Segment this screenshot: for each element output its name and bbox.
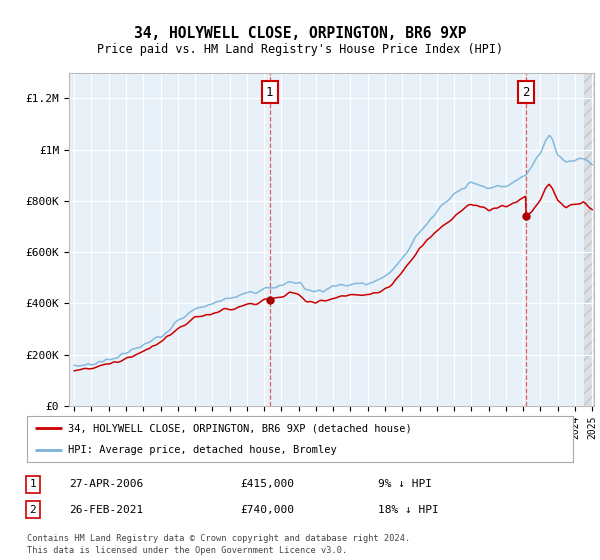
Text: HPI: Average price, detached house, Bromley: HPI: Average price, detached house, Brom…: [68, 445, 337, 455]
Text: £415,000: £415,000: [240, 479, 294, 489]
Text: 18% ↓ HPI: 18% ↓ HPI: [378, 505, 439, 515]
Text: 1: 1: [266, 86, 274, 99]
Text: 9% ↓ HPI: 9% ↓ HPI: [378, 479, 432, 489]
Text: 27-APR-2006: 27-APR-2006: [69, 479, 143, 489]
Text: 2: 2: [29, 505, 37, 515]
Bar: [584, 73, 596, 406]
Text: £740,000: £740,000: [240, 505, 294, 515]
Text: 26-FEB-2021: 26-FEB-2021: [69, 505, 143, 515]
Text: 34, HOLYWELL CLOSE, ORPINGTON, BR6 9XP: 34, HOLYWELL CLOSE, ORPINGTON, BR6 9XP: [134, 26, 466, 41]
Text: Price paid vs. HM Land Registry's House Price Index (HPI): Price paid vs. HM Land Registry's House …: [97, 43, 503, 56]
Text: Contains HM Land Registry data © Crown copyright and database right 2024.
This d: Contains HM Land Registry data © Crown c…: [27, 534, 410, 555]
Text: 34, HOLYWELL CLOSE, ORPINGTON, BR6 9XP (detached house): 34, HOLYWELL CLOSE, ORPINGTON, BR6 9XP (…: [68, 423, 412, 433]
Text: 2: 2: [522, 86, 530, 99]
Bar: [584, 73, 596, 406]
Text: 1: 1: [29, 479, 37, 489]
